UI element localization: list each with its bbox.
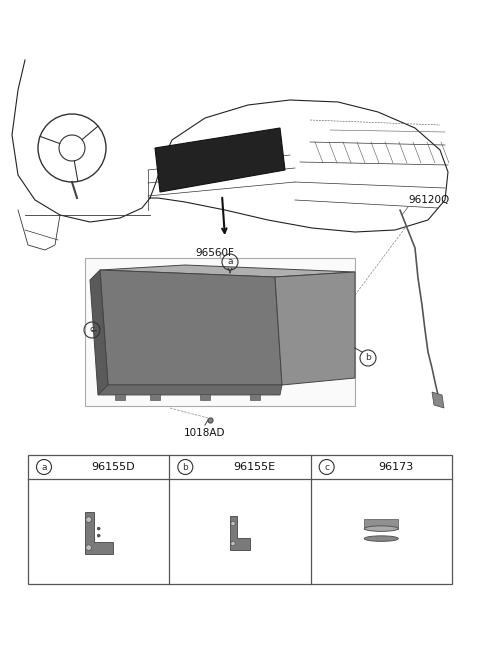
Text: c: c <box>89 325 95 335</box>
Text: a: a <box>227 258 233 266</box>
Text: b: b <box>365 354 371 363</box>
Bar <box>150 394 160 400</box>
Text: 96560F: 96560F <box>195 248 234 258</box>
Circle shape <box>86 544 92 550</box>
Bar <box>85 258 355 406</box>
Polygon shape <box>155 128 285 192</box>
Text: 96120Q: 96120Q <box>408 195 449 205</box>
Circle shape <box>231 541 235 546</box>
Text: c: c <box>324 462 329 472</box>
Polygon shape <box>100 270 282 385</box>
Ellipse shape <box>364 526 398 531</box>
Circle shape <box>86 517 92 522</box>
Polygon shape <box>98 385 282 395</box>
Bar <box>200 394 210 400</box>
Circle shape <box>97 527 100 530</box>
Text: 96173: 96173 <box>378 462 413 472</box>
Circle shape <box>231 522 235 526</box>
Text: b: b <box>182 462 188 472</box>
Text: 96155E: 96155E <box>233 462 275 472</box>
Ellipse shape <box>364 536 398 541</box>
Bar <box>364 519 398 529</box>
Bar <box>250 394 260 400</box>
Polygon shape <box>275 272 355 385</box>
Polygon shape <box>100 265 355 277</box>
Polygon shape <box>230 516 250 550</box>
Text: 1018AD: 1018AD <box>184 428 226 438</box>
Bar <box>115 394 125 400</box>
Circle shape <box>97 534 100 537</box>
Polygon shape <box>432 392 444 408</box>
Text: a: a <box>41 462 47 472</box>
Text: 96155D: 96155D <box>91 462 134 472</box>
Bar <box>28 455 452 584</box>
Polygon shape <box>90 270 108 395</box>
Polygon shape <box>84 512 113 554</box>
